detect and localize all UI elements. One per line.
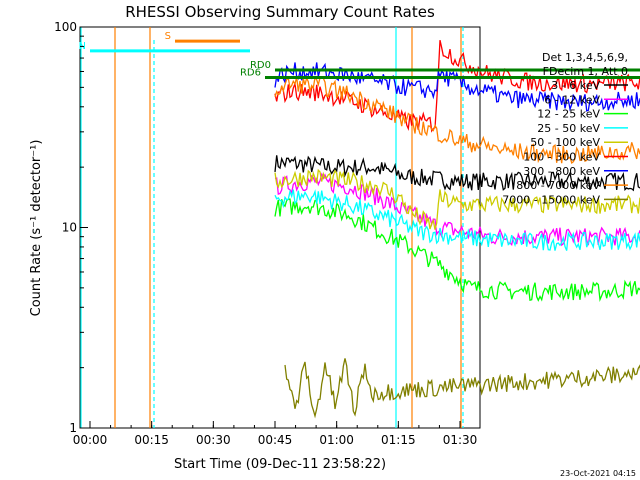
legend-header-line-2: FDecim 1, Att 0 <box>543 65 628 78</box>
x-axis-label: Start Time (09-Dec-11 23:58:22) <box>174 457 386 472</box>
series-layer <box>274 39 640 419</box>
legend-label-6: 300 - 800 keV <box>523 165 600 178</box>
series-line-8 <box>284 358 640 419</box>
series-line-2 <box>274 198 640 302</box>
legend: Det 1,3,4,5,6,9, FDecim 1, Att 0 3 - 6 k… <box>502 51 628 206</box>
annotation-layer: SNRD0RD6F <box>79 31 640 79</box>
x-tick-label-4: 01:00 <box>319 433 354 447</box>
legend-label-3: 25 - 50 keV <box>537 122 600 135</box>
series-line-3 <box>274 189 640 251</box>
x-tick-label-3: 00:45 <box>258 433 293 447</box>
legend-label-5: 100 - 300 keV <box>523 151 600 164</box>
y-tick-label-1: 10 <box>62 221 77 235</box>
x-tick-label-5: 01:15 <box>381 433 416 447</box>
y-axis-label: Count Rate (s⁻¹ detector⁻¹) <box>29 140 44 317</box>
x-tick-label-1: 00:15 <box>134 433 169 447</box>
series-line-5 <box>274 39 640 133</box>
annotation-label-0: S <box>165 31 171 42</box>
y-tick-label-0: 1 <box>69 421 77 435</box>
series-line-6 <box>274 62 640 112</box>
legend-label-8: 7000 - 15000 keV <box>502 193 600 206</box>
generated-timestamp: 23-Oct-2021 04:15 <box>560 469 636 478</box>
axis-layer: 00:00 00:15 00:30 00:45 01:00 01:15 01:30 1 10 10… <box>54 20 477 447</box>
x-tick-label-6: 01:30 <box>443 433 478 447</box>
y-tick-label-2: 100 <box>54 20 77 34</box>
x-tick-label-0: 00:00 <box>73 433 108 447</box>
annotation-label-2: RD0 <box>250 60 271 71</box>
series-line-1 <box>274 172 640 247</box>
series-line-4 <box>274 168 640 230</box>
legend-label-0: 3 - 6 keV <box>551 79 600 92</box>
series-line-7 <box>274 75 640 164</box>
time-marker-lines <box>80 27 464 428</box>
legend-header-line-1: Det 1,3,4,5,6,9, <box>542 51 628 64</box>
chart-title: RHESSI Observing Summary Count Rates <box>125 3 435 21</box>
annotation-label-3: RD6 <box>240 67 261 78</box>
legend-label-7: 800 - 7000 keV <box>516 179 600 192</box>
series-line-0 <box>274 155 640 192</box>
legend-label-2: 12 - 25 keV <box>537 108 600 121</box>
legend-label-1: 6 - 12 keV <box>544 93 600 106</box>
x-tick-label-2: 00:30 <box>196 433 231 447</box>
legend-label-4: 50 - 100 keV <box>530 136 600 149</box>
